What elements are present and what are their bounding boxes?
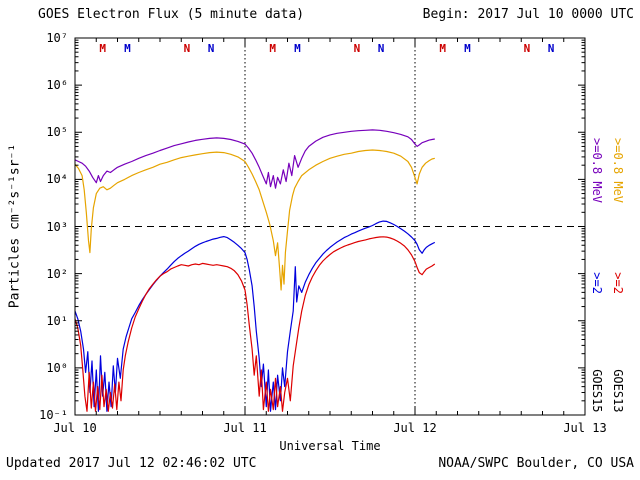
y-tick-label: 10⁵: [46, 125, 68, 140]
legend-goes13-column: >=0.8 MeV >=2 GOES13: [611, 138, 625, 413]
legend-goes13-e2-label: >=2: [611, 272, 625, 294]
y-tick-label: 10⁻¹: [39, 408, 68, 422]
event-marker-m: M: [464, 42, 471, 55]
chart-title: GOES Electron Flux (5 minute data): [38, 7, 305, 22]
begin-timestamp: Begin: 2017 Jul 10 0000 UTC: [422, 7, 634, 22]
event-marker-n: N: [184, 42, 191, 55]
legend-goes15-e2-label: >=2: [590, 272, 604, 294]
series-goes15-2-mev: [74, 220, 436, 412]
legend-goes15-column: >=0.8 MeV >=2 GOES15: [590, 138, 604, 413]
y-tick-label: 10³: [46, 219, 68, 234]
event-marker-m: M: [294, 42, 301, 55]
x-axis-tick-labels: Jul 10 Jul 11 Jul 12 Jul 13: [0, 421, 640, 437]
legend-goes15-e08-label: >=0.8 MeV: [590, 138, 604, 204]
event-marker-n: N: [378, 42, 385, 55]
x-tick-label: Jul 13: [563, 421, 607, 435]
event-marker-n: N: [208, 42, 215, 55]
y-tick-label: 10²: [46, 266, 68, 281]
y-tick-label: 10⁰: [46, 360, 68, 375]
series-goes13-0-8-mev: [74, 149, 435, 291]
event-marker-n: N: [354, 42, 361, 55]
x-axis-title: Universal Time: [279, 439, 381, 453]
y-tick-label: 10⁴: [46, 172, 68, 187]
x-tick-label: Jul 10: [53, 421, 97, 435]
y-axis-title: Particles cm⁻²s⁻¹sr⁻¹: [7, 143, 23, 309]
series-goes13-2-mev: [74, 236, 436, 412]
event-marker-n: N: [548, 42, 555, 55]
y-axis-tick-labels: 10⁷ 10⁶ 10⁵ 10⁴ 10³ 10² 10¹ 10⁰ 10⁻¹: [0, 0, 70, 480]
y-tick-label: 10⁷: [46, 31, 68, 45]
x-tick-label: Jul 12: [393, 421, 437, 435]
y-tick-label: 10¹: [46, 313, 68, 328]
y-tick-label: 10⁶: [46, 78, 68, 93]
event-marker-m: M: [99, 42, 106, 55]
event-marker-m: M: [124, 42, 131, 55]
source-credit: NOAA/SWPC Boulder, CO USA: [438, 456, 634, 471]
event-marker-m: M: [439, 42, 446, 55]
x-tick-label: Jul 11: [223, 421, 267, 435]
updated-timestamp: Updated 2017 Jul 12 02:46:02 UTC: [6, 456, 257, 471]
legend-goes13-e08-label: >=0.8 MeV: [611, 138, 625, 204]
legend-goes13-satellite-label: GOES13: [611, 369, 625, 413]
event-marker-n: N: [524, 42, 531, 55]
series-goes15-0-8-mev: [74, 129, 435, 189]
legend-goes15-satellite-label: GOES15: [590, 369, 604, 413]
event-marker-m: M: [269, 42, 276, 55]
